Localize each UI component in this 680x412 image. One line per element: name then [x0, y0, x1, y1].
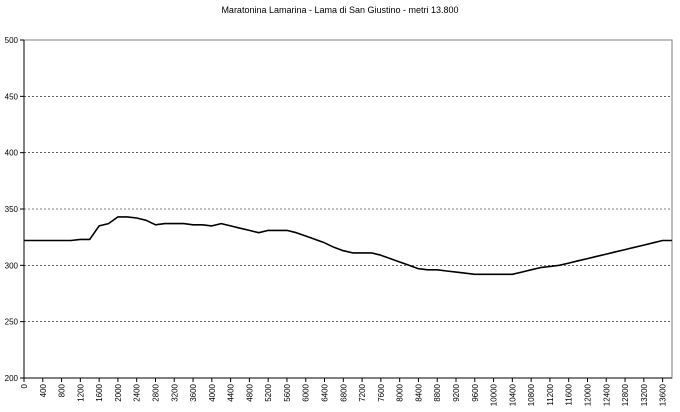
- x-axis-ticks: 0 400 800 1200 1600 2000 2400 2800 3200 3600 4000 4…: [20, 378, 668, 406]
- x-tick-label-7200: 7200: [358, 383, 367, 401]
- y-tick-label-300: 300: [5, 261, 19, 270]
- x-tick-label-0: 0: [20, 383, 29, 388]
- x-tick-label-10000: 10000: [490, 383, 499, 406]
- x-tick-label-12000: 12000: [583, 383, 592, 406]
- x-tick-label-13200: 13200: [640, 383, 649, 406]
- x-tick-label-9600: 9600: [471, 383, 480, 401]
- x-tick-label-1600: 1600: [95, 383, 104, 401]
- x-tick-label-4400: 4400: [227, 383, 236, 401]
- x-tick-label-8000: 8000: [396, 383, 405, 401]
- y-tick-label-250: 250: [5, 318, 19, 327]
- x-tick-label-3600: 3600: [189, 383, 198, 401]
- x-tick-label-2400: 2400: [133, 383, 142, 401]
- x-tick-label-12800: 12800: [621, 383, 630, 406]
- x-tick-label-4000: 4000: [208, 383, 217, 401]
- x-tick-label-2000: 2000: [114, 383, 123, 401]
- x-tick-label-6800: 6800: [339, 383, 348, 401]
- x-tick-label-6400: 6400: [321, 383, 330, 401]
- x-tick-label-8800: 8800: [433, 383, 442, 401]
- x-tick-label-12400: 12400: [602, 383, 611, 406]
- y-tick-label-350: 350: [5, 205, 19, 214]
- grid-lines: [24, 96, 672, 322]
- x-tick-label-10800: 10800: [527, 383, 536, 406]
- y-tick-label-500: 500: [5, 36, 19, 45]
- y-tick-label-200: 200: [5, 374, 19, 383]
- y-axis-ticks: 500 450 400 350 300 250 200: [5, 36, 24, 383]
- x-tick-label-9200: 9200: [452, 383, 461, 401]
- x-tick-label-800: 800: [58, 383, 67, 397]
- x-tick-label-5200: 5200: [264, 383, 273, 401]
- y-tick-label-450: 450: [5, 92, 19, 101]
- x-tick-label-3200: 3200: [170, 383, 179, 401]
- x-tick-label-400: 400: [39, 383, 48, 397]
- x-tick-label-1200: 1200: [76, 383, 85, 401]
- x-tick-label-10400: 10400: [508, 383, 517, 406]
- x-tick-label-13600: 13600: [659, 383, 668, 406]
- series-layer: [24, 216, 672, 276]
- x-tick-label-2800: 2800: [151, 383, 160, 401]
- x-tick-label-7600: 7600: [377, 383, 386, 401]
- chart-title: Maratonina Lamarina - Lama di San Giusti…: [221, 5, 458, 15]
- x-tick-label-8400: 8400: [414, 383, 423, 401]
- y-tick-label-400: 400: [5, 149, 19, 158]
- x-tick-label-4800: 4800: [245, 383, 254, 401]
- x-tick-label-5600: 5600: [283, 383, 292, 401]
- x-tick-label-11200: 11200: [546, 383, 555, 405]
- x-tick-label-11600: 11600: [565, 383, 574, 405]
- x-tick-label-6000: 6000: [302, 383, 311, 401]
- elevation-series-line: [24, 216, 672, 276]
